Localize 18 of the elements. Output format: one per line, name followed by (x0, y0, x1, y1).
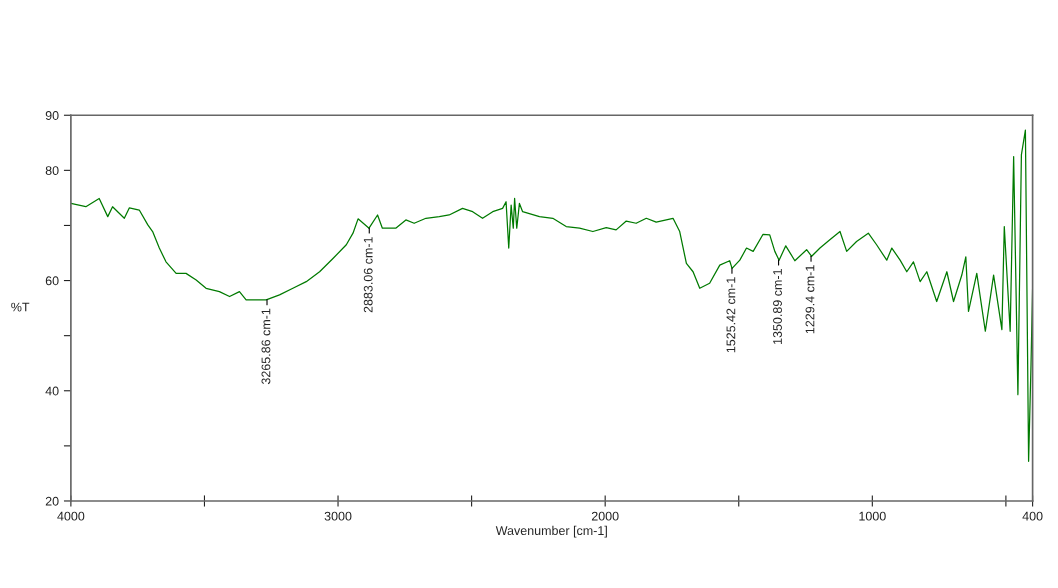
x-tick-label: 400 (1022, 511, 1043, 521)
x-tick-label: 2000 (591, 511, 619, 521)
y-tick-label: 90 (45, 111, 59, 120)
y-tick-label: 80 (45, 166, 59, 175)
annotation: 1350.89 cm-1 (773, 269, 782, 344)
x-tick-label: 4000 (57, 511, 85, 521)
y-tick-label: 20 (45, 496, 59, 506)
annotation: 2883.06 cm-1 (363, 237, 373, 313)
y-axis-title: %T (11, 302, 30, 312)
annotation: 1525.42 cm-1 (726, 277, 736, 353)
x-tick-label: 1000 (859, 511, 886, 521)
x-axis-title: Wavenumber [cm-1] (495, 525, 607, 538)
line-series (70, 129, 1033, 462)
annotation: 3265.86 cm-1 (261, 308, 271, 385)
y-tick-label: 60 (45, 276, 59, 286)
annotation: 1229.4 cm-1 (805, 265, 815, 334)
y-tick-label: 40 (45, 386, 59, 396)
x-tick-label: 3000 (324, 511, 352, 521)
